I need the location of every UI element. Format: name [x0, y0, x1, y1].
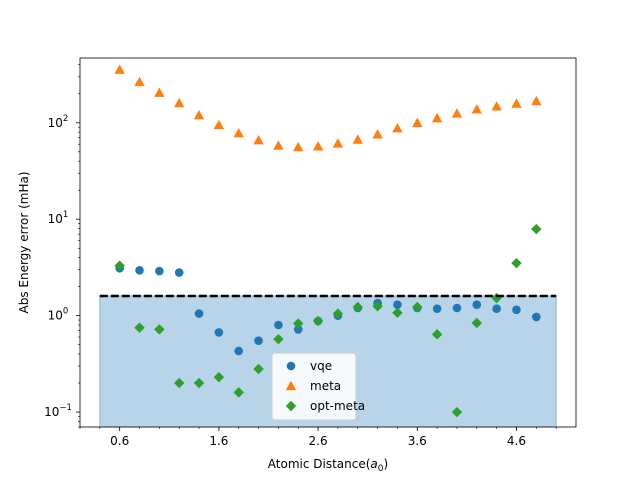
data-point-meta — [134, 76, 145, 87]
data-point-opt-meta — [114, 260, 125, 271]
x-tick-label: 4.6 — [507, 434, 526, 448]
data-point-meta — [392, 122, 403, 133]
data-point-vqe — [512, 305, 521, 315]
legend-label-opt-meta: opt-meta — [310, 399, 365, 413]
data-point-vqe — [472, 300, 482, 309]
data-point-opt-meta — [511, 257, 522, 269]
data-point-opt-meta — [312, 315, 324, 327]
data-point-opt-meta — [332, 308, 344, 319]
data-point-meta — [431, 112, 443, 123]
data-point-opt-meta — [451, 406, 463, 418]
y-tick-label: 102 — [48, 114, 69, 130]
x-axis-label-text: Atomic Distance( — [268, 457, 371, 471]
x-axis-label-subscript: 0 — [378, 464, 384, 474]
data-point-meta — [531, 95, 542, 106]
data-point-opt-meta — [253, 363, 264, 375]
data-point-vqe — [432, 304, 442, 314]
legend-label-meta: meta — [310, 379, 341, 393]
x-tick-label: 2.6 — [309, 434, 328, 448]
data-point-opt-meta — [392, 307, 403, 319]
y-axis-ticks: 10−1 100 101 102 — [44, 64, 80, 428]
data-point-opt-meta — [174, 377, 185, 389]
data-point-opt-meta — [372, 301, 383, 312]
series-opt-meta — [114, 223, 542, 418]
data-point-meta — [471, 104, 482, 114]
data-marks — [114, 64, 542, 418]
data-point-meta — [193, 109, 205, 120]
y-tick-label: 101 — [48, 210, 69, 226]
data-point-opt-meta — [233, 387, 244, 398]
data-point-vqe — [174, 268, 184, 277]
y-tick-label: 10−1 — [44, 403, 72, 419]
data-point-meta — [312, 141, 324, 151]
plot-frame — [79, 57, 577, 428]
data-point-vqe — [214, 328, 224, 337]
x-axis-label: Atomic Distance(a0) — [268, 457, 388, 474]
data-point-opt-meta — [293, 318, 304, 329]
legend-marker-meta — [285, 380, 297, 391]
data-point-vqe — [492, 304, 501, 314]
y-axis-label: Abs Energy error (mHa) — [17, 171, 31, 313]
data-point-meta — [213, 119, 225, 130]
data-point-meta — [451, 108, 463, 118]
data-point-opt-meta — [531, 223, 542, 235]
data-point-opt-meta — [154, 324, 165, 335]
data-point-opt-meta — [352, 301, 363, 313]
data-point-vqe — [234, 346, 244, 356]
data-point-meta — [332, 138, 344, 148]
data-point-meta — [174, 97, 185, 108]
data-point-meta — [114, 64, 125, 74]
series-meta — [114, 64, 542, 152]
data-point-meta — [412, 117, 423, 127]
data-point-opt-meta — [193, 377, 205, 389]
data-point-vqe — [532, 312, 541, 322]
x-tick-label: 1.6 — [209, 434, 228, 448]
data-point-opt-meta — [412, 301, 423, 313]
data-point-vqe — [393, 300, 402, 309]
data-point-meta — [372, 129, 383, 139]
legend-label-vqe: vqe — [310, 359, 332, 373]
x-axis-label-symbol: a — [370, 457, 377, 471]
data-point-vqe — [194, 309, 204, 318]
data-point-meta — [253, 135, 264, 145]
data-point-meta — [273, 140, 284, 150]
data-point-meta — [154, 87, 165, 97]
data-point-meta — [352, 134, 363, 144]
data-point-meta — [233, 128, 244, 138]
x-axis-label-close: ) — [384, 457, 389, 471]
data-point-vqe — [293, 325, 303, 334]
data-point-opt-meta — [273, 333, 284, 345]
data-point-opt-meta — [431, 329, 443, 340]
x-axis-ticks: 0.6 1.6 2.6 3.6 4.6 — [79, 427, 557, 448]
x-tick-label: 3.6 — [408, 434, 427, 448]
data-point-meta — [511, 98, 522, 108]
legend: vqe meta opt-meta — [271, 352, 365, 421]
data-point-meta — [491, 101, 502, 111]
legend-marker-vqe — [286, 361, 296, 371]
y-tick-label: 100 — [48, 307, 69, 323]
data-point-vqe — [155, 266, 164, 276]
data-point-opt-meta — [213, 371, 225, 383]
data-point-opt-meta — [134, 322, 145, 333]
data-point-vqe — [135, 266, 144, 275]
x-tick-label: 0.6 — [110, 434, 129, 448]
data-point-vqe — [254, 336, 263, 345]
data-point-meta — [293, 141, 304, 152]
legend-marker-opt-meta — [285, 400, 297, 412]
data-point-opt-meta — [471, 317, 482, 329]
data-point-vqe — [274, 320, 283, 330]
data-point-vqe — [452, 303, 462, 313]
